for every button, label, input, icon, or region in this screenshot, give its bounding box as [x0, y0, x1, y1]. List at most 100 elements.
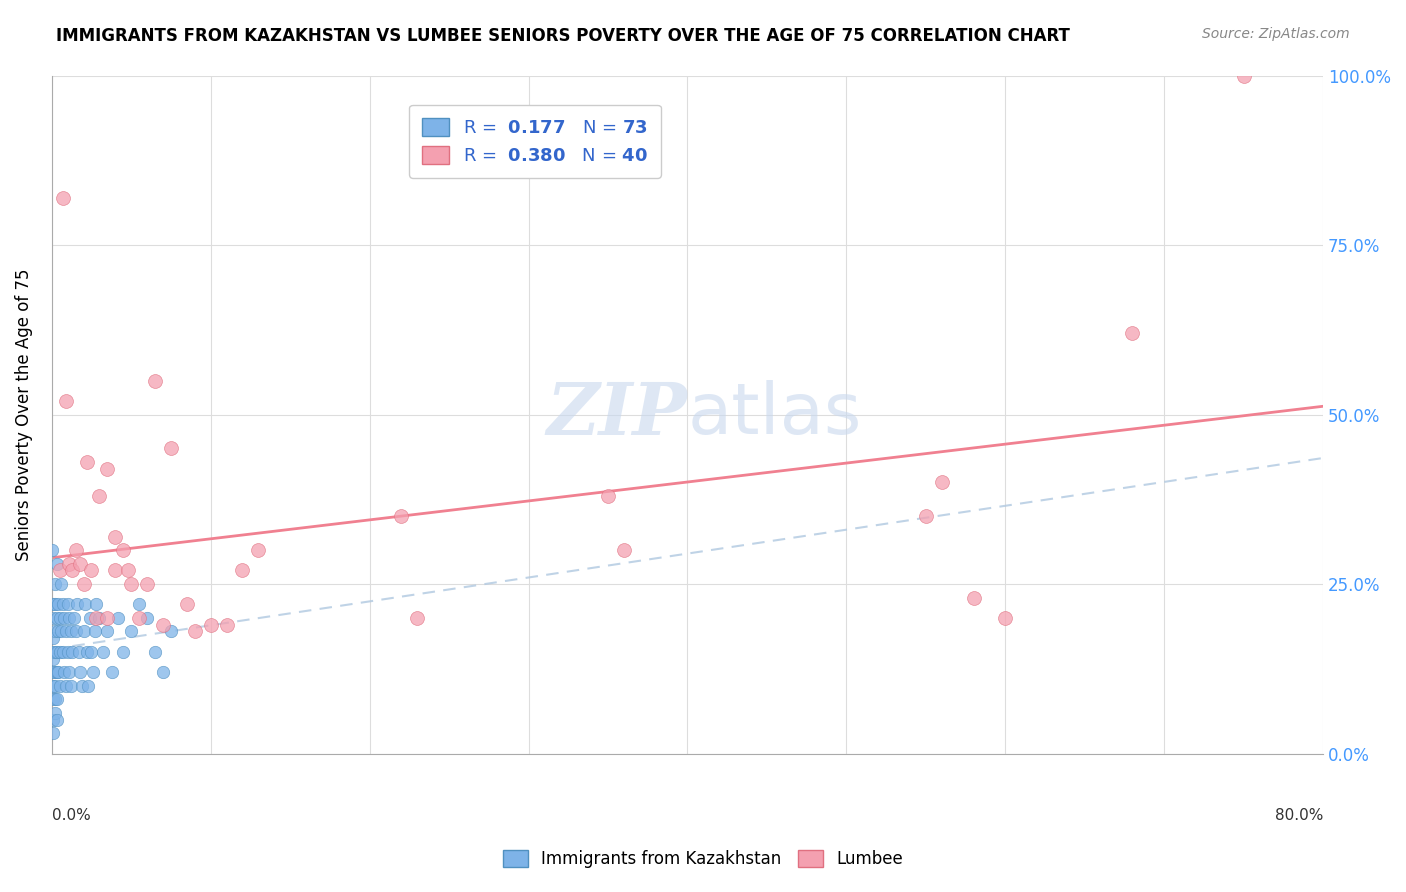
Point — [994, 611, 1017, 625]
Point — [91, 645, 114, 659]
Point — [613, 543, 636, 558]
Text: atlas: atlas — [688, 380, 862, 449]
Point — [104, 530, 127, 544]
Point — [52, 645, 75, 659]
Point — [76, 645, 98, 659]
Point — [80, 645, 103, 659]
Point — [112, 645, 135, 659]
Point — [45, 611, 67, 625]
Point — [48, 611, 70, 625]
Point — [55, 394, 77, 409]
Point — [45, 557, 67, 571]
Point — [45, 713, 67, 727]
Point — [1121, 326, 1143, 341]
Point — [46, 665, 69, 680]
Point — [62, 645, 84, 659]
Point — [389, 509, 412, 524]
Point — [84, 598, 107, 612]
Point — [107, 611, 129, 625]
Point — [65, 624, 87, 639]
Point — [69, 557, 91, 571]
Point — [48, 645, 70, 659]
Point — [1233, 69, 1256, 83]
Point — [72, 577, 94, 591]
Point — [596, 489, 619, 503]
Point — [48, 564, 70, 578]
Point — [55, 679, 77, 693]
Point — [53, 611, 76, 625]
Legend: Immigrants from Kazakhstan, Lumbee: Immigrants from Kazakhstan, Lumbee — [496, 843, 910, 875]
Point — [58, 557, 80, 571]
Point — [45, 692, 67, 706]
Point — [42, 726, 65, 740]
Point — [44, 598, 66, 612]
Point — [80, 564, 103, 578]
Text: IMMIGRANTS FROM KAZAKHSTAN VS LUMBEE SENIORS POVERTY OVER THE AGE OF 75 CORRELAT: IMMIGRANTS FROM KAZAKHSTAN VS LUMBEE SEN… — [56, 27, 1070, 45]
Point — [67, 645, 90, 659]
Point — [55, 624, 77, 639]
Point — [48, 679, 70, 693]
Point — [45, 645, 67, 659]
Legend: R =  $\bf{0.177}$   N = $\bf{73}$, R =  $\bf{0.380}$   N = $\bf{40}$: R = $\bf{0.177}$ N = $\bf{73}$, R = $\bf… — [409, 105, 661, 178]
Point — [42, 651, 65, 665]
Point — [58, 611, 80, 625]
Point — [69, 665, 91, 680]
Point — [962, 591, 984, 605]
Point — [52, 190, 75, 204]
Point — [42, 632, 65, 646]
Point — [77, 679, 100, 693]
Point — [176, 598, 198, 612]
Point — [143, 645, 166, 659]
Point — [44, 577, 66, 591]
Point — [70, 679, 93, 693]
Point — [143, 374, 166, 388]
Point — [59, 624, 82, 639]
Point — [231, 564, 253, 578]
Text: 0.0%: 0.0% — [52, 808, 90, 822]
Point — [41, 543, 63, 558]
Point — [65, 543, 87, 558]
Point — [914, 509, 936, 524]
Point — [42, 611, 65, 625]
Point — [247, 543, 270, 558]
Point — [215, 617, 238, 632]
Point — [51, 624, 73, 639]
Point — [128, 598, 150, 612]
Point — [45, 665, 67, 680]
Point — [52, 598, 75, 612]
Point — [84, 611, 107, 625]
Point — [931, 475, 953, 490]
Point — [58, 665, 80, 680]
Point — [42, 665, 65, 680]
Point — [184, 624, 207, 639]
Point — [160, 624, 183, 639]
Point — [104, 564, 127, 578]
Point — [136, 611, 159, 625]
Point — [76, 455, 98, 469]
Point — [51, 577, 73, 591]
Point — [62, 564, 84, 578]
Point — [120, 577, 142, 591]
Point — [42, 679, 65, 693]
Point — [200, 617, 222, 632]
Point — [79, 611, 101, 625]
Point — [120, 624, 142, 639]
Point — [96, 624, 118, 639]
Point — [101, 665, 124, 680]
Point — [82, 665, 104, 680]
Point — [75, 598, 97, 612]
Point — [63, 611, 86, 625]
Y-axis label: Seniors Poverty Over the Age of 75: Seniors Poverty Over the Age of 75 — [15, 268, 32, 561]
Point — [56, 645, 79, 659]
Point — [72, 624, 94, 639]
Point — [96, 462, 118, 476]
Point — [96, 611, 118, 625]
Point — [136, 577, 159, 591]
Point — [44, 679, 66, 693]
Point — [44, 692, 66, 706]
Text: ZIP: ZIP — [547, 379, 688, 450]
Point — [44, 645, 66, 659]
Text: 80.0%: 80.0% — [1275, 808, 1323, 822]
Point — [152, 617, 174, 632]
Point — [44, 706, 66, 720]
